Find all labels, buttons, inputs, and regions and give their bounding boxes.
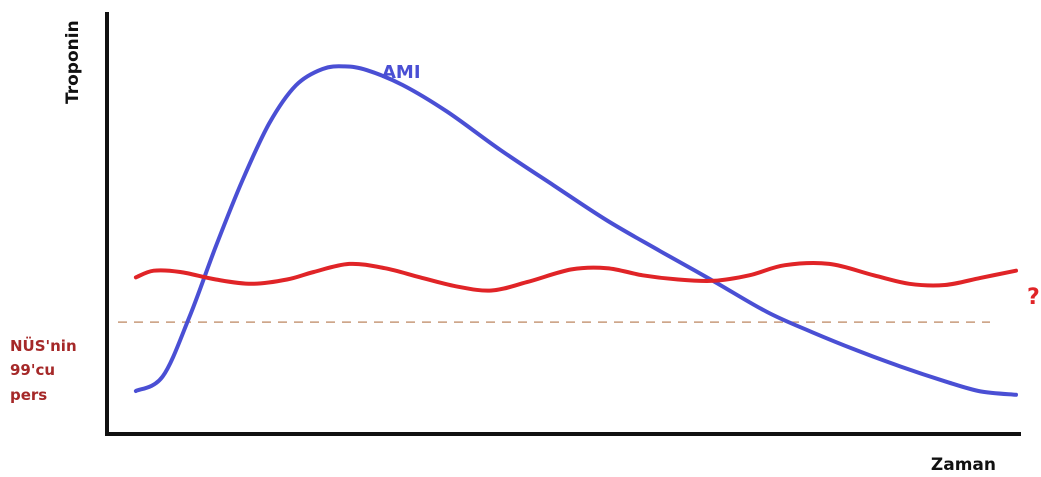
reference-label-line-2: 99'cu — [10, 361, 55, 379]
series-line-question — [133, 261, 1018, 293]
series-line-ami — [133, 64, 1018, 397]
reference-label-line-1: NÜS'nin — [10, 336, 77, 355]
x-axis-label: Zaman — [931, 455, 996, 475]
y-axis-label: Troponin — [63, 20, 83, 104]
reference-label-line-3: pers — [10, 386, 47, 404]
series-label-question: ? — [1027, 285, 1040, 310]
series-label-ami: AMI — [382, 62, 421, 83]
